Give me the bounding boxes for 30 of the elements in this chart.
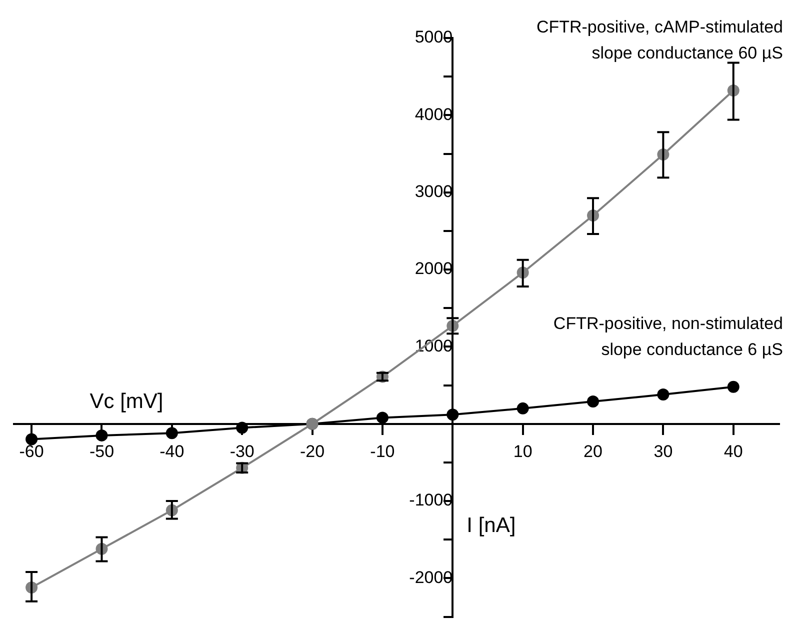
point [96,429,108,442]
x-axis-title: Vc [mV] [90,390,164,413]
y-tick-label: 2000 [414,259,453,278]
x-tick-label: -20 [300,442,325,461]
y-axis-title: I [nA] [466,514,516,537]
x-tick-label: -30 [230,442,254,461]
x-tick-label: -10 [370,442,395,461]
y-tick-label: -2000 [409,568,453,587]
x-tick-label: 10 [513,442,532,461]
point [26,433,38,446]
y-tick-label: 3000 [414,182,453,202]
x-tick-label: -50 [89,442,114,461]
x-tick-label: 30 [654,442,673,461]
x-tick-label: -40 [160,442,184,461]
point [376,412,388,424]
y-tick-label: 5000 [414,28,453,47]
point [446,408,459,421]
x-tick-label: -60 [19,442,44,461]
x-tick-label: 20 [584,442,602,461]
text: CFTR-positive, non-stimulated slope conductance 6 µS [553,314,783,359]
y-tick-label: -1000 [409,490,453,510]
x-tick-label: 40 [724,442,743,461]
text: CFTR-positive, cAMP-stimulated slope conductance 60 µS [536,17,783,62]
point [727,380,740,393]
point [657,388,670,401]
y-tick-label: 4000 [414,104,453,124]
point [236,422,248,434]
point [516,402,529,414]
point [166,427,178,440]
point [587,395,600,408]
